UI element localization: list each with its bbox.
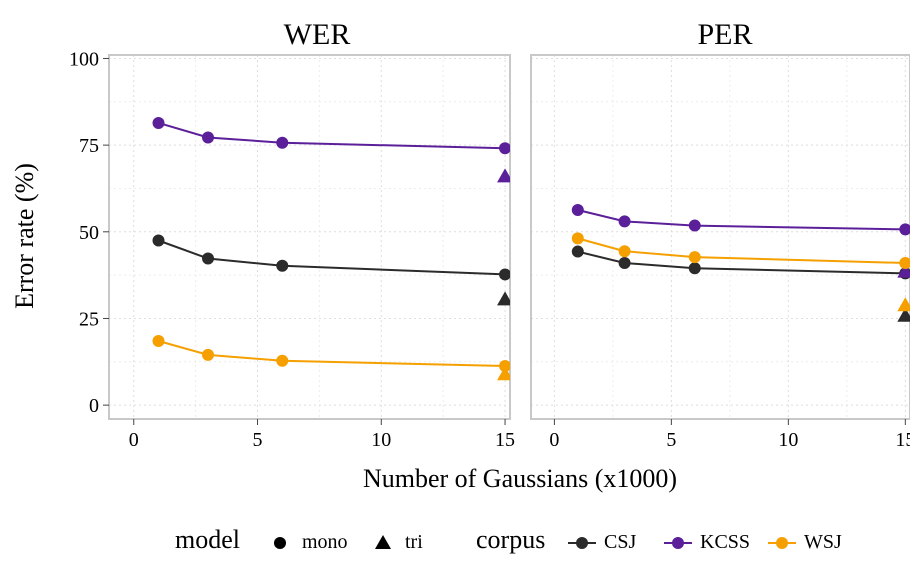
point-mono-kcss	[276, 136, 289, 149]
point-mono-csj	[688, 262, 701, 275]
legend-circle-icon	[274, 537, 286, 549]
x-tick-label: 5	[666, 429, 676, 451]
point-mono-wsj	[899, 257, 910, 269]
x-tick-label: 15	[495, 429, 515, 451]
panel-title-wer: WER	[284, 18, 351, 51]
legend-kcss-marker	[672, 537, 684, 549]
series-line-kcss	[577, 209, 906, 231]
series-group	[571, 203, 910, 322]
y-tick-label: 0	[89, 395, 99, 417]
point-mono-csj	[276, 259, 289, 272]
x-tick-label: 0	[129, 429, 139, 451]
legend-csj-marker	[576, 537, 588, 549]
point-mono-kcss	[688, 219, 701, 232]
series-line-csj	[158, 239, 506, 276]
point-mono-wsj	[618, 245, 631, 258]
point-mono-csj	[571, 245, 584, 258]
point-tri-wsj	[497, 366, 510, 381]
x-tick-label: 0	[549, 429, 559, 451]
point-tri-csj	[497, 291, 510, 306]
y-tick-label: 50	[79, 222, 99, 244]
point-mono-csj	[499, 268, 510, 281]
series-line-kcss	[158, 121, 506, 150]
plot-panels: 0 5 10 15 0 25 50 75 100 0 5 10 15	[69, 48, 910, 451]
panel-title-per: PER	[697, 18, 752, 51]
point-tri-kcss	[497, 168, 510, 183]
series-line-csj	[577, 250, 906, 275]
point-mono-wsj	[276, 354, 289, 367]
y-tick-label: 25	[79, 308, 99, 330]
point-tri-wsj	[897, 297, 910, 312]
panel-wer: 0 5 10 15 0 25 50 75 100	[69, 48, 515, 451]
point-mono-wsj	[202, 348, 215, 361]
point-mono-wsj	[499, 359, 510, 372]
point-mono-csj	[152, 234, 165, 247]
x-tick-label: 10	[778, 429, 798, 451]
point-mono-kcss	[152, 116, 165, 129]
series-line-wsj	[577, 237, 906, 264]
point-mono-wsj	[571, 232, 584, 245]
legend-model-tri: tri	[405, 531, 423, 553]
legend-model-mono: mono	[302, 531, 348, 553]
y-axis-label: Error rate (%)	[10, 163, 39, 309]
legend-csj-label: CSJ	[604, 531, 636, 553]
point-mono-kcss	[202, 131, 215, 144]
panel-border	[530, 54, 910, 420]
point-mono-kcss	[618, 215, 631, 228]
point-mono-wsj	[152, 335, 165, 347]
x-tick-label: 10	[371, 429, 391, 451]
legend-wsj-marker	[776, 537, 788, 549]
legend-corpus-title: corpus	[476, 525, 545, 554]
panel-border	[108, 54, 511, 420]
point-mono-csj	[618, 257, 631, 269]
series-line-wsj	[158, 340, 506, 367]
legend-kcss-label: KCSS	[700, 531, 750, 553]
legend-triangle-icon	[375, 535, 391, 549]
point-mono-wsj	[688, 251, 701, 264]
point-mono-kcss	[571, 203, 584, 216]
y-tick-label: 100	[69, 48, 99, 70]
legend-model-title: model	[175, 525, 240, 554]
point-mono-csj	[202, 252, 215, 265]
x-tick-label: 15	[895, 429, 910, 451]
y-tick-label: 75	[79, 135, 99, 157]
panel-per: 0 5 10 15	[530, 54, 910, 451]
series-group	[152, 116, 510, 381]
x-axis-label: Number of Gaussians (x1000)	[363, 464, 677, 493]
x-tick-label: 5	[253, 429, 263, 451]
legend-wsj-label: WSJ	[804, 531, 842, 553]
legend: model mono tri corpus CSJ KCSS WSJ	[175, 525, 842, 554]
point-mono-kcss	[499, 142, 510, 155]
point-mono-kcss	[899, 223, 910, 236]
